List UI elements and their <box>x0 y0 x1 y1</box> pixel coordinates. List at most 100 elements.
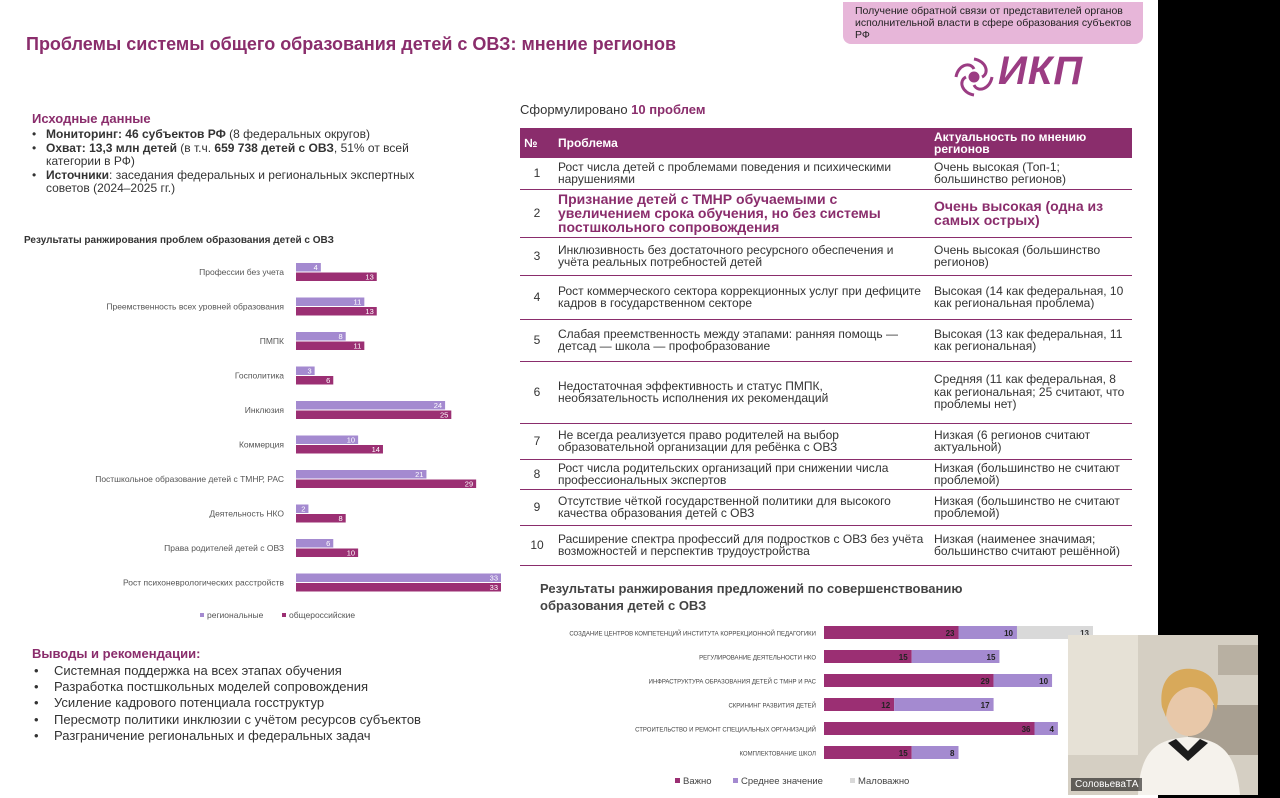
bar <box>296 263 321 272</box>
bar <box>296 573 501 582</box>
category-label: СКРИНИНГ РАЗВИТИЯ ДЕТЕЙ <box>728 702 816 710</box>
data-label: 10 <box>1039 677 1048 686</box>
data-label: 25 <box>440 411 448 420</box>
video-thumbnail[interactable]: СоловьеваТА <box>1068 635 1258 795</box>
data-label: 36 <box>1022 725 1031 734</box>
table-row: 7 Не всегда реализуется право родителей н… <box>520 423 1132 460</box>
bar-segment <box>824 674 994 687</box>
bar <box>296 341 365 350</box>
data-label: 10 <box>1004 629 1013 638</box>
left-chart-title: Результаты ранжирования проблем образова… <box>24 235 334 246</box>
table-row: 6 Недостаточная эффективность и статус ПМ… <box>520 361 1132 424</box>
data-label: 4 <box>314 263 318 272</box>
header-relevance: Актуальность по мнению регионов <box>930 128 1132 158</box>
data-label: 8 <box>339 514 343 523</box>
bar <box>296 470 427 479</box>
bar <box>296 307 377 316</box>
bar <box>296 410 452 419</box>
data-label: 10 <box>347 549 355 558</box>
data-label: 3 <box>307 367 311 376</box>
list-item: Системная поддержка на всех этапах обуче… <box>32 663 502 679</box>
bar <box>296 297 365 306</box>
data-label: 24 <box>434 401 442 410</box>
category-label: КОМПЛЕКТОВАНИЕ ШКОЛ <box>740 752 817 758</box>
presentation-slide: Проблемы системы общего образования дете… <box>0 0 1158 798</box>
right-chart-title: Результаты ранжирования предложений по с… <box>540 581 963 613</box>
data-label: 15 <box>899 653 908 662</box>
legend-label: Важно <box>683 776 712 787</box>
category-label: СОЗДАНИЕ ЦЕНТРОВ КОМПЕТЕНЦИЙ ИНСТИТУТА К… <box>569 630 816 638</box>
table-row: 8 Рост числа родительских организаций при… <box>520 459 1132 490</box>
table-row: 4 Рост коммерческого сектора коррекционны… <box>520 275 1132 320</box>
category-label: Инклюзия <box>245 405 285 415</box>
table-row: 1 Рост числа детей с проблемами поведения… <box>520 158 1132 190</box>
bar <box>296 376 334 385</box>
data-label: 4 <box>1049 725 1054 734</box>
bar <box>296 514 346 523</box>
bar-segment <box>824 746 912 759</box>
table-row: 9 Отсутствие чёткой государственной полит… <box>520 489 1132 526</box>
bar <box>296 539 334 548</box>
bar <box>296 504 309 513</box>
data-label: 15 <box>899 749 908 758</box>
bar <box>296 435 359 444</box>
data-label: 23 <box>946 629 955 638</box>
list-item: Разработка постшкольных моделей сопровож… <box>32 679 502 695</box>
category-label: Права родителей детей с ОВЗ <box>164 543 284 553</box>
bar-segment <box>894 698 994 711</box>
header-num: № <box>520 128 554 158</box>
table-row: 3 Инклюзивность без достаточного ресурсно… <box>520 237 1132 276</box>
data-label: 8 <box>950 749 955 758</box>
data-label: 33 <box>490 583 498 592</box>
list-item: Пересмотр политики инклюзии с учётом рес… <box>32 712 502 728</box>
bar <box>296 272 377 281</box>
bar-segment <box>958 626 1017 639</box>
bar-segment <box>824 650 912 663</box>
bar <box>296 332 346 341</box>
legend-swatch <box>675 778 680 783</box>
legend-swatch <box>200 613 204 617</box>
bar-segment <box>824 698 895 711</box>
proposals-ranking-chart: СОЗДАНИЕ ЦЕНТРОВ КОМПЕТЕНЦИЙ ИНСТИТУТА К… <box>569 626 1093 787</box>
bar <box>296 366 315 375</box>
data-label: 14 <box>372 445 380 454</box>
bar <box>296 479 477 488</box>
slide-title: Проблемы системы общего образования дете… <box>26 34 677 54</box>
problems-ranking-chart: Профессии без учета 4 13 Преемственность вс… <box>95 263 501 620</box>
legend-label: общероссийские <box>289 610 355 620</box>
table-row: 2 Признание детей с ТМНР обучаемыми с уве… <box>520 189 1132 238</box>
category-label: Госполитика <box>235 371 284 381</box>
bar <box>296 401 446 410</box>
legend-swatch <box>733 778 738 783</box>
legend-swatch <box>282 613 286 617</box>
category-label: СТРОИТЕЛЬСТВО И РЕМОНТ СПЕЦИАЛЬНЫХ ОРГАН… <box>635 726 816 734</box>
header-problem: Проблема <box>554 128 930 158</box>
context-tag: Получение обратной связи от представител… <box>843 2 1143 44</box>
bar-segment <box>911 650 1000 663</box>
list-item: Разграничение региональных и федеральных… <box>32 728 502 744</box>
list-item: Источники: заседания федеральных и регио… <box>32 168 452 196</box>
category-label: Профессии без учета <box>199 267 284 277</box>
data-label: 15 <box>987 653 996 662</box>
data-label: 11 <box>354 342 362 351</box>
category-label: Деятельность НКО <box>209 509 284 519</box>
logo-text: ИКП <box>998 49 1084 93</box>
source-heading: Исходные данные <box>32 111 151 126</box>
data-label: 8 <box>339 332 343 341</box>
data-label: 12 <box>881 701 890 710</box>
bar-segment <box>824 626 959 639</box>
bar <box>296 548 359 557</box>
data-label: 10 <box>347 436 355 445</box>
problems-table: № Проблема Актуальность по мнению регион… <box>520 128 1132 566</box>
legend-label: региональные <box>207 610 264 620</box>
data-label: 33 <box>490 574 498 583</box>
data-label: 13 <box>365 273 373 282</box>
bar <box>296 445 383 454</box>
data-label: 29 <box>981 677 990 686</box>
table-header-row: № Проблема Актуальность по мнению регион… <box>520 128 1132 158</box>
list-item: Усиление кадрового потенциала госструкту… <box>32 695 502 711</box>
legend-label: Среднее значение <box>741 776 823 787</box>
category-label: Постшкольное образование детей с ТМНР, Р… <box>95 474 284 484</box>
data-label: 6 <box>326 376 330 385</box>
category-label: Коммерция <box>239 440 284 450</box>
